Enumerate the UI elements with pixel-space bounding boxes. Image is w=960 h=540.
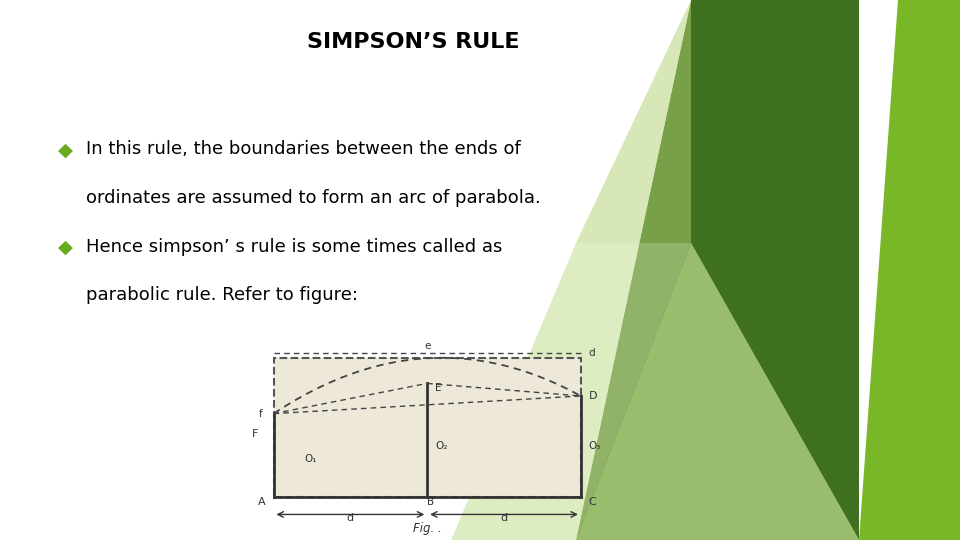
Text: d: d <box>588 348 595 358</box>
Polygon shape <box>451 0 691 540</box>
Bar <box>274 358 581 497</box>
Polygon shape <box>576 0 691 243</box>
Text: ◆: ◆ <box>58 238 73 256</box>
Polygon shape <box>576 0 859 540</box>
Text: E: E <box>435 383 442 394</box>
Polygon shape <box>576 243 859 540</box>
Text: F: F <box>252 429 258 439</box>
Bar <box>274 358 581 497</box>
Text: B: B <box>427 497 434 507</box>
Text: parabolic rule. Refer to figure:: parabolic rule. Refer to figure: <box>86 286 358 304</box>
Text: SIMPSON’S RULE: SIMPSON’S RULE <box>306 32 519 52</box>
Text: f: f <box>258 409 262 419</box>
Text: d: d <box>347 513 354 523</box>
Polygon shape <box>859 0 960 540</box>
Text: C: C <box>588 497 596 507</box>
Text: O₂: O₂ <box>435 441 447 451</box>
Text: ordinates are assumed to form an arc of parabola.: ordinates are assumed to form an arc of … <box>86 189 541 207</box>
Text: e: e <box>424 341 430 350</box>
Text: D: D <box>588 391 597 401</box>
Text: O₃: O₃ <box>588 441 601 451</box>
Text: A: A <box>258 497 266 507</box>
Text: Fig. .: Fig. . <box>413 522 442 535</box>
Text: Hence simpson’ s rule is some times called as: Hence simpson’ s rule is some times call… <box>86 238 503 255</box>
Text: O₁: O₁ <box>304 454 317 464</box>
Text: d: d <box>500 513 508 523</box>
Text: ◆: ◆ <box>58 140 73 159</box>
Text: In this rule, the boundaries between the ends of: In this rule, the boundaries between the… <box>86 140 521 158</box>
Polygon shape <box>451 243 691 540</box>
